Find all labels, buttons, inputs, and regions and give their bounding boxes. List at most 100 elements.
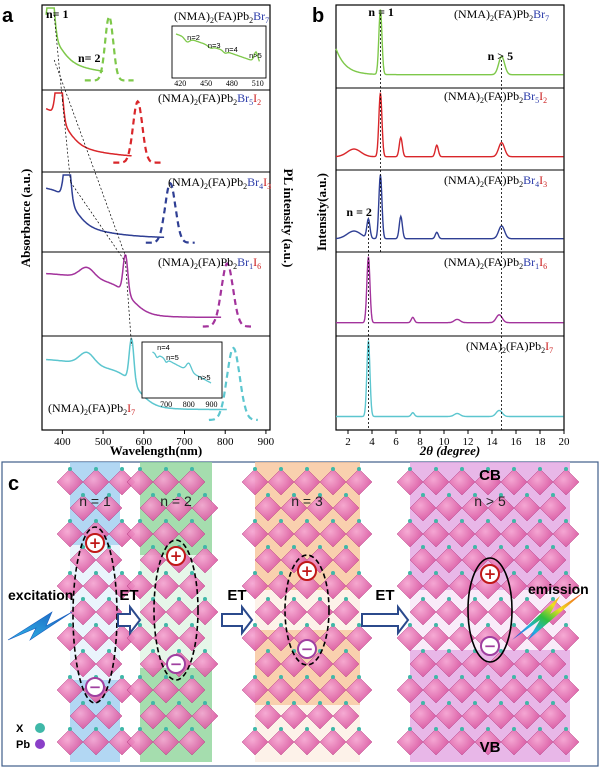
- octahedron: [526, 572, 554, 600]
- octahedron: [95, 494, 123, 522]
- x-atom: [266, 493, 270, 497]
- octahedron: [448, 468, 476, 496]
- absorbance-curve-Br5I2: [45, 92, 132, 157]
- octahedron: [500, 728, 528, 756]
- panel-a-x-tick-label: 500: [95, 436, 112, 448]
- inset-2-labels: n=4n=5 n>5: [157, 343, 211, 382]
- panel-a-inset-1: 420 450 480 510 n=2 n=3 n=4 n>5: [171, 25, 267, 88]
- x-atom: [266, 545, 270, 549]
- electron-sign: −: [301, 640, 314, 658]
- octahedron: [539, 650, 567, 678]
- panel-b-x-tick-label: 2: [345, 436, 351, 448]
- x-atom: [81, 701, 85, 705]
- octahedron: [56, 624, 84, 652]
- panel-c: n = 1 + − n = 2 + − n = 3 + − n > 5 + − ET ET ET excita…: [1, 461, 599, 767]
- octahedron: [178, 572, 206, 600]
- energy-transfer-arrow: ET: [361, 587, 410, 636]
- octahedron: [513, 702, 541, 730]
- x-atom: [164, 467, 168, 471]
- octahedron: [513, 494, 541, 522]
- legend-marker: [35, 723, 45, 733]
- octahedron: [152, 676, 180, 704]
- compound-label-I7: (NMA)2(FA)Pb2I7: [466, 339, 553, 355]
- x-atom: [279, 467, 283, 471]
- inset-1-tick-label: 450: [200, 79, 212, 88]
- octahedron: [345, 520, 373, 548]
- x-atom: [305, 467, 309, 471]
- octahedron: [526, 468, 554, 496]
- x-atom: [68, 623, 72, 627]
- x-atom: [331, 571, 335, 575]
- octahedron: [56, 468, 84, 496]
- octahedron: [526, 676, 554, 704]
- x-atom: [279, 623, 283, 627]
- x-atom: [564, 571, 568, 575]
- x-atom: [68, 727, 72, 731]
- octahedron: [396, 468, 424, 496]
- octahedron: [126, 468, 154, 496]
- octahedron: [82, 728, 110, 756]
- x-atom: [292, 545, 296, 549]
- et-label: ET: [375, 587, 394, 604]
- octahedron: [126, 728, 154, 756]
- octahedron: [178, 624, 206, 652]
- x-atom: [421, 597, 425, 601]
- octahedron: [422, 676, 450, 704]
- x-atom: [447, 597, 451, 601]
- octahedron: [552, 468, 580, 496]
- onset-guide-line: [70, 181, 126, 263]
- emission-bolt-icon: [512, 592, 584, 640]
- x-atom: [408, 623, 412, 627]
- inset-1-ticks: 420 450 480 510: [174, 79, 263, 88]
- x-atom: [253, 467, 257, 471]
- panel-a: 400 500 600 700 800 900 Wavelength(nm) Absorb…: [18, 4, 296, 458]
- inset-1-label: n>5: [249, 51, 262, 60]
- x-atom: [305, 727, 309, 731]
- octahedron: [178, 728, 206, 756]
- x-atom: [512, 727, 516, 731]
- panel-a-curves: [45, 7, 258, 422]
- octahedron: [539, 702, 567, 730]
- octahedron: [332, 702, 360, 730]
- electron-sign: −: [484, 637, 497, 655]
- x-atom: [68, 675, 72, 679]
- x-atom: [120, 571, 124, 575]
- octahedron: [95, 650, 123, 678]
- x-atom: [190, 675, 194, 679]
- x-atom: [318, 597, 322, 601]
- panel-a-x-axis-label: Wavelength(nm): [110, 443, 202, 458]
- x-atom: [318, 493, 322, 497]
- octahedron: [552, 572, 580, 600]
- x-atom: [253, 727, 257, 731]
- panel-b-frame: [335, 4, 565, 431]
- octahedron: [332, 546, 360, 574]
- octahedron: [319, 728, 347, 756]
- octahedron: [254, 650, 282, 678]
- x-atom: [512, 467, 516, 471]
- valence-band-label: VB: [480, 739, 501, 756]
- panel-a-x-ticks: 400 500 600 700 800 900: [54, 430, 275, 448]
- x-atom: [344, 649, 348, 653]
- panel-a-x-tick-label: 400: [54, 436, 71, 448]
- octahedron: [500, 520, 528, 548]
- x-atom: [107, 701, 111, 705]
- x-atom: [120, 519, 124, 523]
- x-atom: [203, 545, 207, 549]
- x-atom: [551, 649, 555, 653]
- x-atom: [499, 493, 503, 497]
- electron-icon: [85, 677, 105, 697]
- octahedron: [409, 546, 437, 574]
- octahedron: [267, 468, 295, 496]
- x-atom: [538, 571, 542, 575]
- octahedron: [500, 676, 528, 704]
- x-atom: [486, 727, 490, 731]
- octahedron: [345, 572, 373, 600]
- inset-2-label: n>5: [198, 373, 211, 382]
- electron-sign: −: [89, 678, 102, 696]
- x-atom: [203, 701, 207, 705]
- octahedron: [56, 520, 84, 548]
- hole-icon: [85, 533, 105, 553]
- octahedron: [191, 546, 219, 574]
- octahedron: [69, 546, 97, 574]
- hole-sign: +: [170, 547, 183, 565]
